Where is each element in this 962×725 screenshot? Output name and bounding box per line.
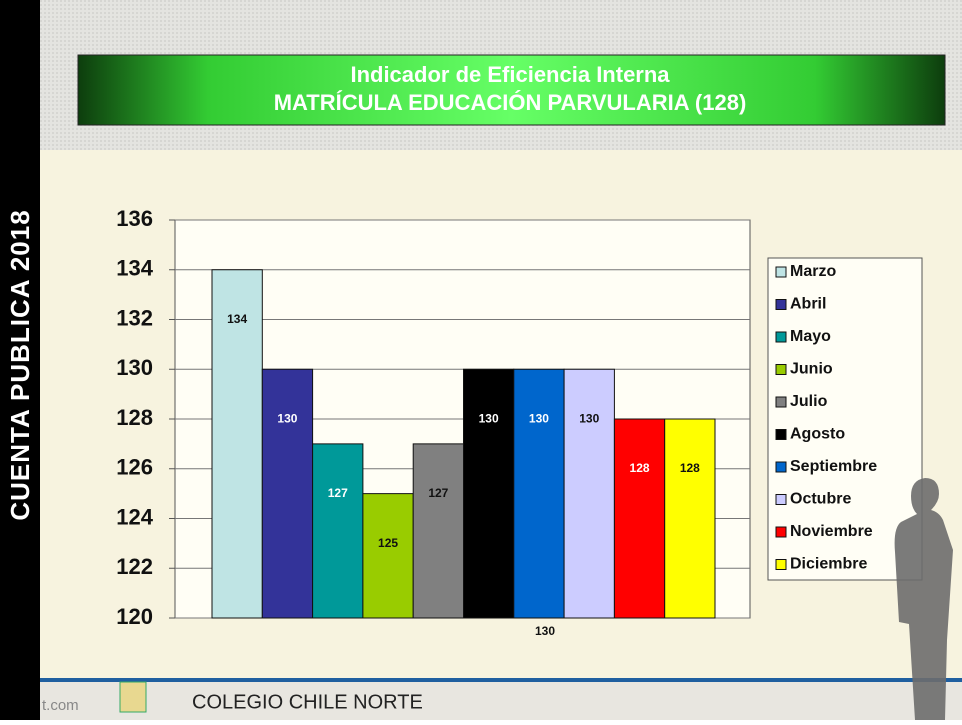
data-label: 127: [428, 486, 448, 500]
bar: [463, 368, 515, 619]
bar: [563, 368, 615, 619]
legend-swatch: [775, 364, 787, 375]
y-tick-label: 122: [116, 554, 153, 579]
legend-swatch: [775, 494, 787, 505]
legend-label: Mayo: [790, 328, 831, 345]
bar: [664, 418, 716, 619]
data-label: 134: [227, 312, 247, 326]
bar: [312, 443, 364, 619]
y-tick-label: 132: [116, 305, 153, 330]
y-tick-label: 134: [116, 256, 153, 281]
data-label: 125: [378, 536, 398, 550]
data-label: 128: [680, 461, 700, 475]
bar: [613, 418, 666, 619]
y-tick-label: 128: [116, 405, 153, 430]
silhouette: [894, 478, 953, 720]
bar: [261, 368, 314, 619]
chart-subtitle: MATRÍCULA EDUCACIÓN PARVULARIA (128): [274, 90, 747, 115]
legend-label: Junio: [790, 361, 833, 378]
bar: [513, 368, 565, 619]
legend-label: Agosto: [790, 426, 845, 443]
school-logo: [119, 681, 147, 713]
data-label: 130: [479, 411, 499, 425]
legend-swatch: [775, 429, 787, 440]
chart-title: Indicador de Eficiencia Interna: [350, 62, 670, 87]
legend-swatch: [775, 331, 787, 343]
bar: [412, 443, 465, 619]
legend: [767, 257, 923, 581]
title-banner: [77, 54, 946, 126]
legend-label: Octubre: [790, 491, 851, 508]
legend-label: Septiembre: [790, 458, 877, 475]
x-tick-label: 130: [535, 624, 555, 638]
y-tick-label: 120: [116, 604, 153, 629]
legend-label: Julio: [790, 393, 828, 410]
footer-bar: [40, 678, 962, 720]
side-label: CUENTA PUBLICA 2018: [5, 209, 35, 520]
data-label: 130: [277, 411, 297, 425]
data-label: 127: [328, 486, 348, 500]
legend-swatch: [775, 396, 787, 408]
footer-site: t.com: [42, 697, 79, 714]
legend-label: Marzo: [790, 263, 836, 280]
legend-swatch: [775, 559, 787, 570]
footer-line: [40, 678, 962, 682]
legend-label: Noviembre: [790, 523, 873, 540]
legend-swatch: [775, 266, 787, 278]
y-tick-label: 126: [116, 455, 153, 480]
legend-swatch: [775, 299, 787, 310]
bar: [362, 493, 414, 619]
data-label: 130: [529, 411, 549, 425]
legend-label: Abril: [790, 296, 826, 313]
footer-school: COLEGIO CHILE NORTE: [192, 691, 423, 713]
y-tick-label: 124: [116, 504, 153, 529]
side-band: [0, 0, 40, 720]
data-label: 128: [630, 461, 650, 475]
data-label: 130: [579, 411, 599, 425]
y-tick-label: 130: [116, 355, 153, 380]
y-tick-label: 136: [116, 206, 153, 231]
legend-swatch: [775, 526, 787, 538]
legend-swatch: [775, 461, 787, 473]
legend-label: Diciembre: [790, 556, 867, 573]
